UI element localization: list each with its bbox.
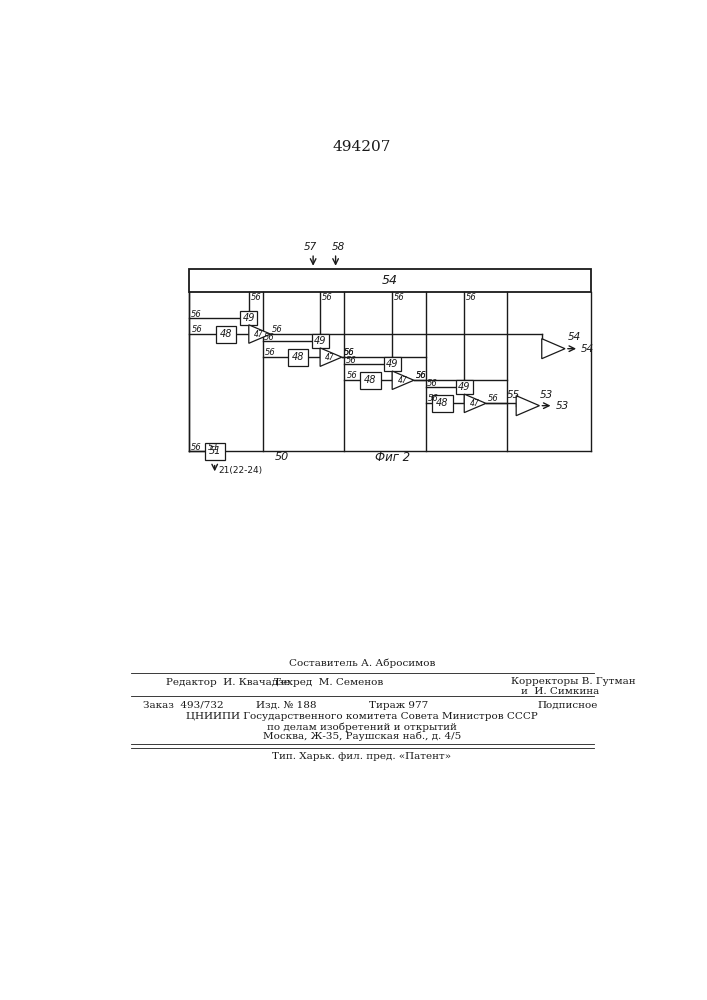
Text: 56: 56: [466, 293, 477, 302]
Text: 54: 54: [382, 274, 398, 287]
Text: 49: 49: [386, 359, 399, 369]
Text: 48: 48: [436, 398, 449, 408]
Text: 47: 47: [397, 376, 407, 385]
Text: 56: 56: [265, 348, 276, 357]
Bar: [240, 311, 257, 325]
Text: Изд. № 188: Изд. № 188: [256, 701, 316, 710]
Text: 47: 47: [469, 399, 479, 408]
Text: Техред  М. Семенов: Техред М. Семенов: [274, 678, 383, 687]
Text: 48: 48: [220, 329, 233, 339]
Text: Заказ  493/732: Заказ 493/732: [143, 701, 223, 710]
Text: 56: 56: [191, 310, 201, 319]
Text: Москва, Ж-35, Раушская наб., д. 4/5: Москва, Ж-35, Раушская наб., д. 4/5: [263, 731, 461, 741]
Polygon shape: [542, 339, 565, 359]
Text: Редактор  И. Квачадзе: Редактор И. Квачадзе: [166, 678, 290, 687]
Text: 56: 56: [322, 293, 332, 302]
Text: 58: 58: [332, 242, 344, 252]
Text: 56: 56: [272, 325, 283, 334]
Text: 56: 56: [394, 293, 404, 302]
Text: Подписное: Подписное: [538, 701, 598, 710]
Text: Тип. Харьк. фил. пред. «Патент»: Тип. Харьк. фил. пред. «Патент»: [272, 752, 452, 761]
Text: 53: 53: [539, 390, 553, 400]
Text: 56: 56: [191, 443, 201, 452]
Bar: [433, 395, 452, 412]
Text: 56: 56: [344, 348, 355, 357]
Text: Корректоры В. Гутман: Корректоры В. Гутман: [510, 677, 636, 686]
Text: ЦНИИПИ Государственного комитета Совета Министров СССР: ЦНИИПИ Государственного комитета Совета …: [186, 712, 538, 721]
Text: 55: 55: [507, 390, 520, 400]
Text: Тираж 977: Тираж 977: [369, 701, 428, 710]
Text: 57: 57: [304, 242, 317, 252]
Text: 54: 54: [567, 332, 580, 342]
Text: 50: 50: [274, 452, 288, 462]
Text: 56: 56: [344, 348, 354, 357]
Text: 49: 49: [243, 313, 255, 323]
Text: 56: 56: [488, 394, 498, 403]
Text: Составитель А. Абросимов: Составитель А. Абросимов: [288, 659, 435, 668]
Text: 51: 51: [209, 446, 221, 456]
Text: 56: 56: [416, 371, 427, 380]
Text: 56: 56: [346, 371, 357, 380]
Text: 56: 56: [264, 333, 275, 342]
Text: 48: 48: [364, 375, 377, 385]
Text: 56: 56: [428, 394, 438, 403]
Polygon shape: [320, 348, 341, 366]
Bar: [384, 357, 401, 371]
Text: 49: 49: [458, 382, 470, 392]
Text: 56: 56: [346, 356, 356, 365]
Bar: [288, 349, 308, 366]
Polygon shape: [249, 325, 271, 343]
Polygon shape: [392, 371, 414, 389]
Text: 49: 49: [314, 336, 327, 346]
Text: 53: 53: [556, 401, 569, 411]
Bar: [189, 269, 590, 292]
Text: 56: 56: [416, 371, 426, 380]
Bar: [361, 372, 380, 389]
Text: 21(22-24): 21(22-24): [218, 466, 263, 476]
Text: 56: 56: [250, 293, 261, 302]
Polygon shape: [516, 396, 539, 416]
Text: 56: 56: [192, 325, 202, 334]
Text: 54: 54: [581, 344, 595, 354]
Polygon shape: [464, 394, 486, 413]
Bar: [204, 443, 225, 460]
Text: 51: 51: [207, 443, 219, 452]
Text: 47: 47: [325, 353, 335, 362]
Text: 48: 48: [292, 352, 305, 362]
Text: по делам изобретений и открытий: по делам изобретений и открытий: [267, 722, 457, 732]
Text: 56: 56: [427, 379, 438, 388]
Bar: [456, 380, 473, 394]
Text: Фиг 2: Фиг 2: [375, 451, 410, 464]
Text: и  И. Симкина: и И. Симкина: [521, 687, 599, 696]
Bar: [312, 334, 329, 348]
Text: 47: 47: [254, 330, 264, 339]
Bar: [216, 326, 236, 343]
Text: 494207: 494207: [333, 140, 391, 154]
